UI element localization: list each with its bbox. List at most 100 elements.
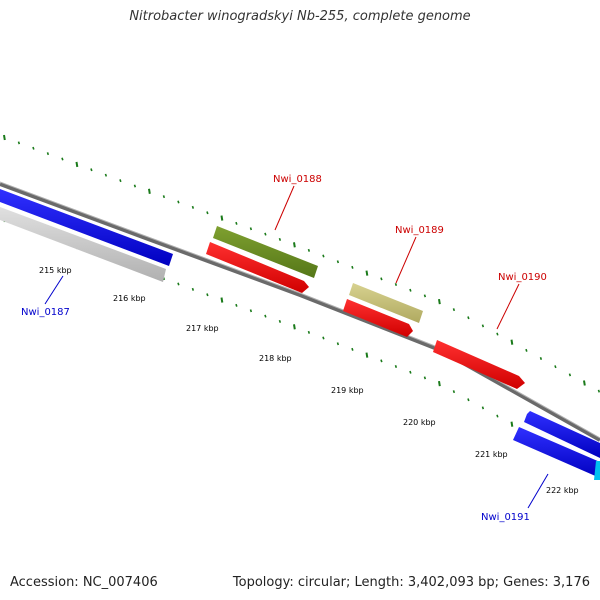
inner-tick-mark [394, 365, 398, 369]
outer-tick-mark [104, 173, 108, 177]
inner-tick-mark [293, 324, 296, 330]
inner-tick-mark [220, 297, 224, 303]
inner-tick-mark [206, 293, 209, 297]
inner-tick-mark [177, 282, 180, 286]
tick-label-221: 221 kbp [475, 450, 508, 459]
inner-tick-mark [452, 390, 456, 394]
outer-tick-mark [90, 168, 93, 172]
outer-tick-mark [264, 232, 267, 236]
leader-nwi-0191 [527, 473, 549, 509]
gene-label-nwi-0190[interactable]: Nwi_0190 [498, 272, 547, 283]
inner-tick-mark [380, 359, 383, 363]
cds-nwi-0187-feature[interactable] [0, 207, 166, 282]
outer-tick-mark [380, 277, 383, 281]
inner-tick-mark [510, 421, 514, 427]
outer-tick-mark [177, 200, 180, 204]
inner-tick-ring [3, 216, 600, 475]
outer-tick-mark [525, 348, 528, 352]
leader-nwi-0188 [274, 185, 295, 231]
outer-tick-mark [481, 324, 485, 328]
outer-tick-mark [191, 205, 195, 209]
outer-tick-mark [539, 357, 543, 361]
outer-tick-mark [46, 152, 50, 156]
inner-tick-mark [191, 287, 195, 291]
gene-label-nwi-0191[interactable]: Nwi_0191 [481, 512, 530, 523]
outer-tick-mark [206, 211, 209, 215]
cds-nwi-0188-feature[interactable] [206, 242, 309, 293]
tick-label-216: 216 kbp [113, 294, 146, 303]
outer-tick-mark [148, 188, 151, 194]
tick-label-217: 217 kbp [186, 324, 219, 333]
inner-tick-mark [423, 376, 427, 380]
inner-tick-mark [351, 347, 354, 351]
gene-label-nwi-0187[interactable]: Nwi_0187 [21, 307, 70, 318]
inner-tick-mark [438, 380, 441, 387]
tick-label-218: 218 kbp [259, 354, 292, 363]
gene-nwi-0191-feature[interactable] [513, 427, 600, 478]
outer-tick-mark [61, 157, 64, 161]
outer-tick-mark [235, 221, 238, 225]
gene-label-nwi-0189[interactable]: Nwi_0189 [395, 225, 444, 236]
outer-tick-mark [394, 283, 398, 287]
genome-backbone-highlight [0, 181, 600, 439]
outer-tick-mark [365, 270, 369, 276]
gene-nwi-0190-feature[interactable] [433, 340, 525, 389]
leader-nwi-0190 [496, 283, 520, 330]
gene-nwi-0188-feature[interactable] [213, 226, 318, 278]
cds-nwi-0189-feature[interactable] [343, 299, 413, 337]
genome-backbone [0, 182, 600, 442]
outer-tick-mark [336, 260, 340, 264]
inner-tick-mark [249, 309, 253, 313]
leader-nwi-0187 [44, 275, 64, 305]
outer-tick-mark [597, 389, 600, 393]
outer-tick-mark [409, 288, 412, 292]
inner-tick-mark [322, 336, 325, 340]
inner-tick-mark [481, 406, 485, 410]
inner-tick-mark [336, 342, 340, 346]
outer-tick-mark [3, 134, 6, 141]
inner-tick-mark [307, 330, 311, 334]
outer-tick-mark [249, 227, 253, 231]
gene-nwi-0187-feature[interactable] [0, 189, 173, 266]
genome-summary-text: Topology: circular; Length: 3,402,093 bp… [232, 575, 590, 590]
map-title: Nitrobacter winogradskyi Nb-255, complet… [129, 9, 471, 24]
outer-tick-mark [467, 316, 470, 320]
outer-tick-mark [17, 141, 21, 145]
partial-gene-feature[interactable] [594, 461, 600, 480]
outer-tick-ring [3, 134, 600, 393]
inner-tick-mark [409, 370, 412, 374]
outer-tick-mark [32, 146, 35, 150]
tick-label-219: 219 kbp [331, 386, 364, 395]
outer-tick-mark [583, 380, 586, 386]
outer-tick-mark [75, 161, 79, 168]
inner-tick-mark [365, 352, 369, 358]
outer-tick-mark [220, 215, 224, 221]
outer-tick-mark [293, 242, 296, 248]
inner-tick-mark [467, 398, 470, 402]
tick-label-220: 220 kbp [403, 418, 436, 427]
outer-tick-mark [162, 195, 166, 199]
accession-text: Accession: NC_007406 [10, 575, 158, 590]
outer-tick-mark [554, 365, 557, 369]
tick-label-222: 222 kbp [546, 486, 579, 495]
outer-tick-mark [119, 179, 122, 183]
gene-nwi-0189-feature[interactable] [349, 283, 423, 323]
inner-tick-mark [278, 319, 282, 323]
leader-nwi-0189 [395, 236, 417, 284]
gene-label-nwi-0188[interactable]: Nwi_0188 [273, 174, 322, 185]
outer-tick-mark [568, 373, 572, 377]
inner-tick-mark [235, 303, 238, 307]
outer-tick-mark [322, 254, 325, 258]
outer-tick-mark [510, 339, 514, 345]
gene-nwi-0191-upper-feature[interactable] [524, 411, 600, 458]
inner-tick-mark [264, 314, 267, 318]
outer-tick-mark [133, 184, 137, 188]
outer-tick-mark [438, 298, 441, 305]
outer-tick-mark [278, 237, 282, 241]
inner-tick-mark [496, 414, 499, 418]
outer-tick-mark [423, 294, 427, 298]
outer-tick-mark [496, 332, 499, 336]
outer-tick-mark [351, 265, 354, 269]
outer-tick-mark [452, 308, 456, 312]
